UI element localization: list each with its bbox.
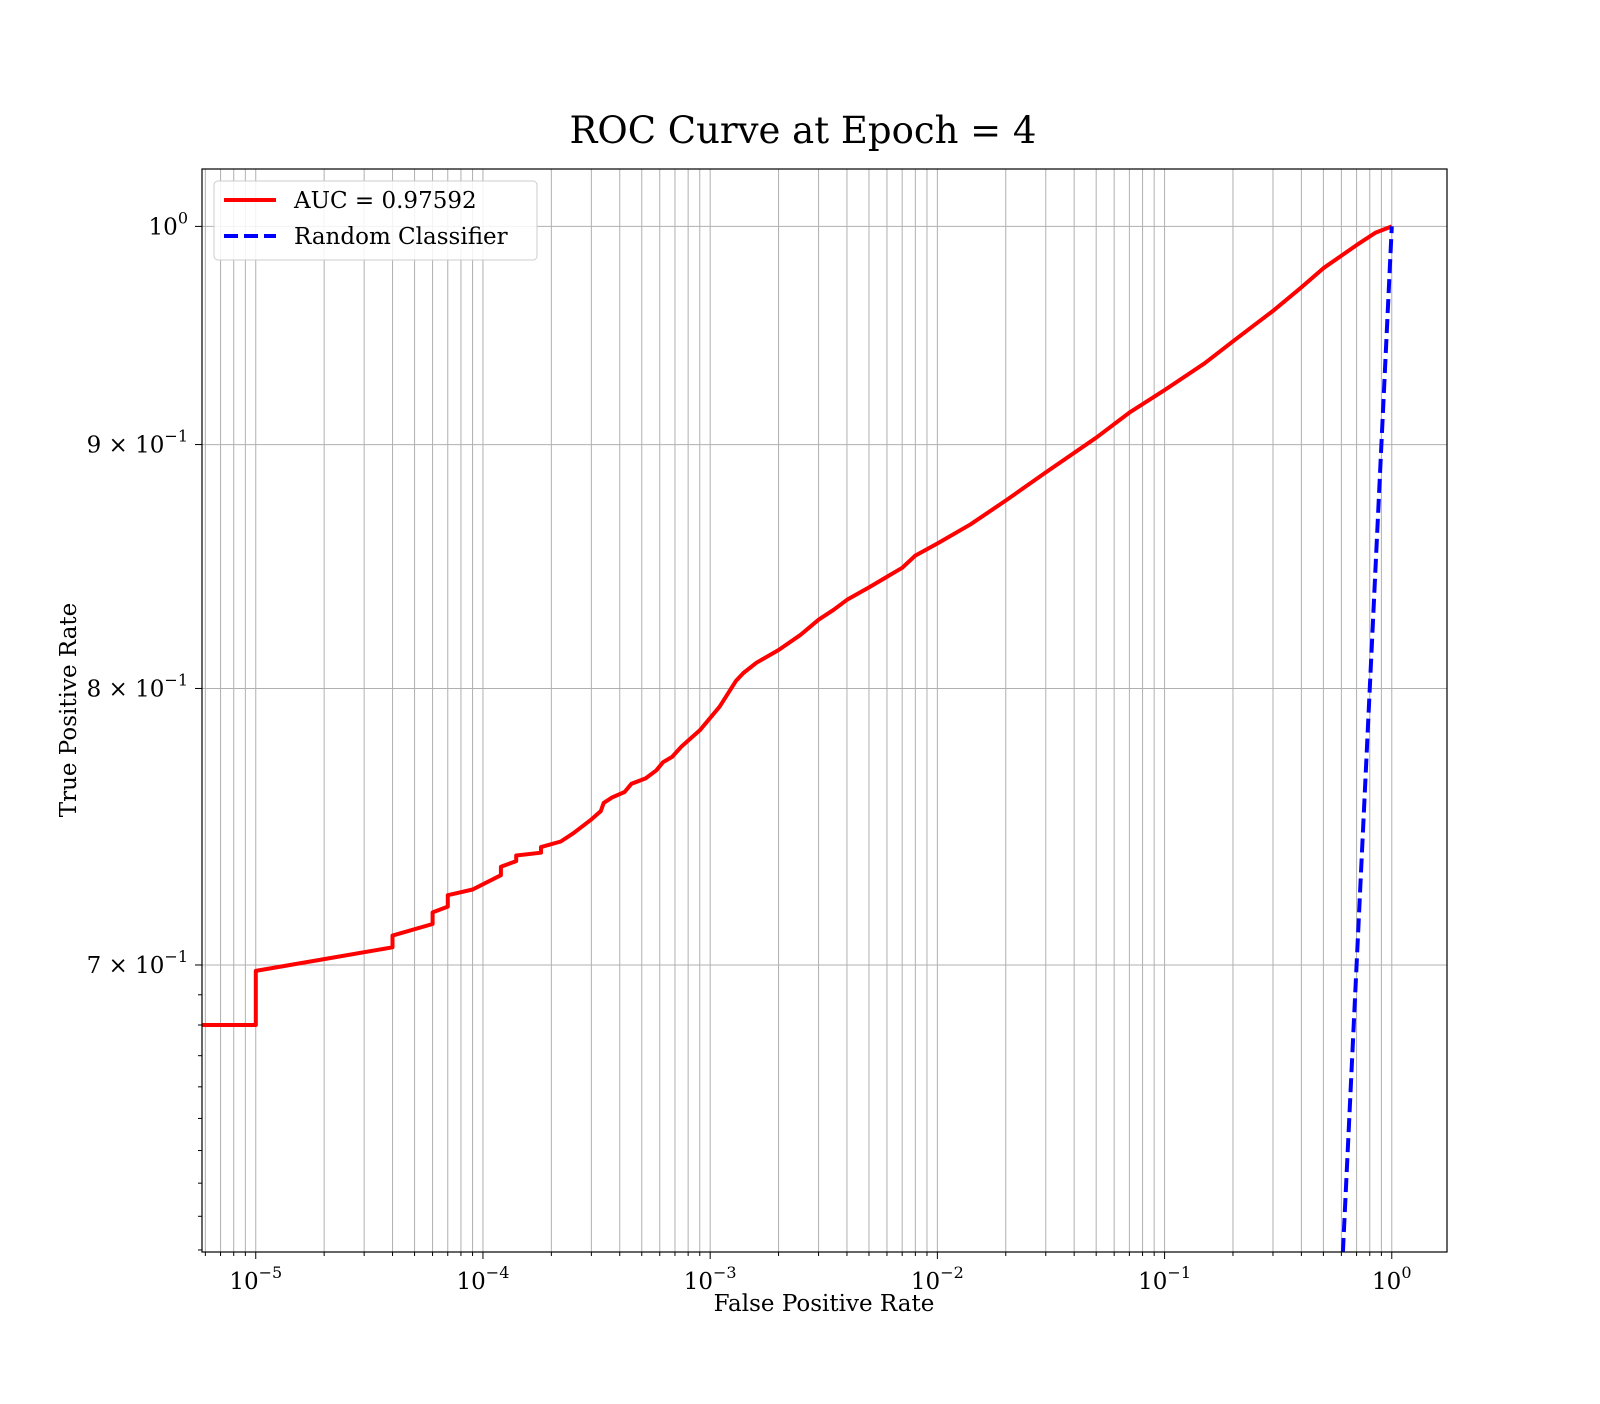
legend: AUC = 0.97592 Random Classifier xyxy=(213,180,538,261)
x-tick-label: 100 xyxy=(1372,1263,1411,1295)
x-tick-label: 10−4 xyxy=(457,1263,510,1295)
chart-title: ROC Curve at Epoch = 4 xyxy=(570,109,1037,152)
legend-label-auc: AUC = 0.97592 xyxy=(293,188,477,214)
tick-labels: 10−5 10−4 10−3 10−2 10−1 100 100 9 × 10−1 8 × 10… xyxy=(87,208,1412,1295)
y-tick-label: 7 × 10−1 xyxy=(87,947,188,979)
y-tick-label: 8 × 10−1 xyxy=(87,670,188,702)
legend-label-random: Random Classifier xyxy=(294,224,508,250)
series-layer xyxy=(202,224,1394,1252)
roc-curve-line xyxy=(202,224,1393,1027)
x-axis-label: False Positive Rate xyxy=(714,1291,935,1317)
legend-box xyxy=(213,180,538,261)
x-tick-label: 10−5 xyxy=(229,1263,282,1295)
x-tick-label: 10−1 xyxy=(1138,1263,1191,1295)
y-tick-label: 100 xyxy=(149,208,188,240)
x-tick-label: 10−3 xyxy=(684,1263,737,1295)
random-classifier-line xyxy=(1340,226,1394,1252)
x-tick-label: 10−2 xyxy=(911,1263,964,1295)
grid xyxy=(202,169,1447,1252)
y-tick-label: 9 × 10−1 xyxy=(87,427,188,459)
y-axis-label: True Positive Rate xyxy=(56,603,82,818)
ticks xyxy=(195,225,1393,1259)
plot-frame xyxy=(201,168,1448,1253)
